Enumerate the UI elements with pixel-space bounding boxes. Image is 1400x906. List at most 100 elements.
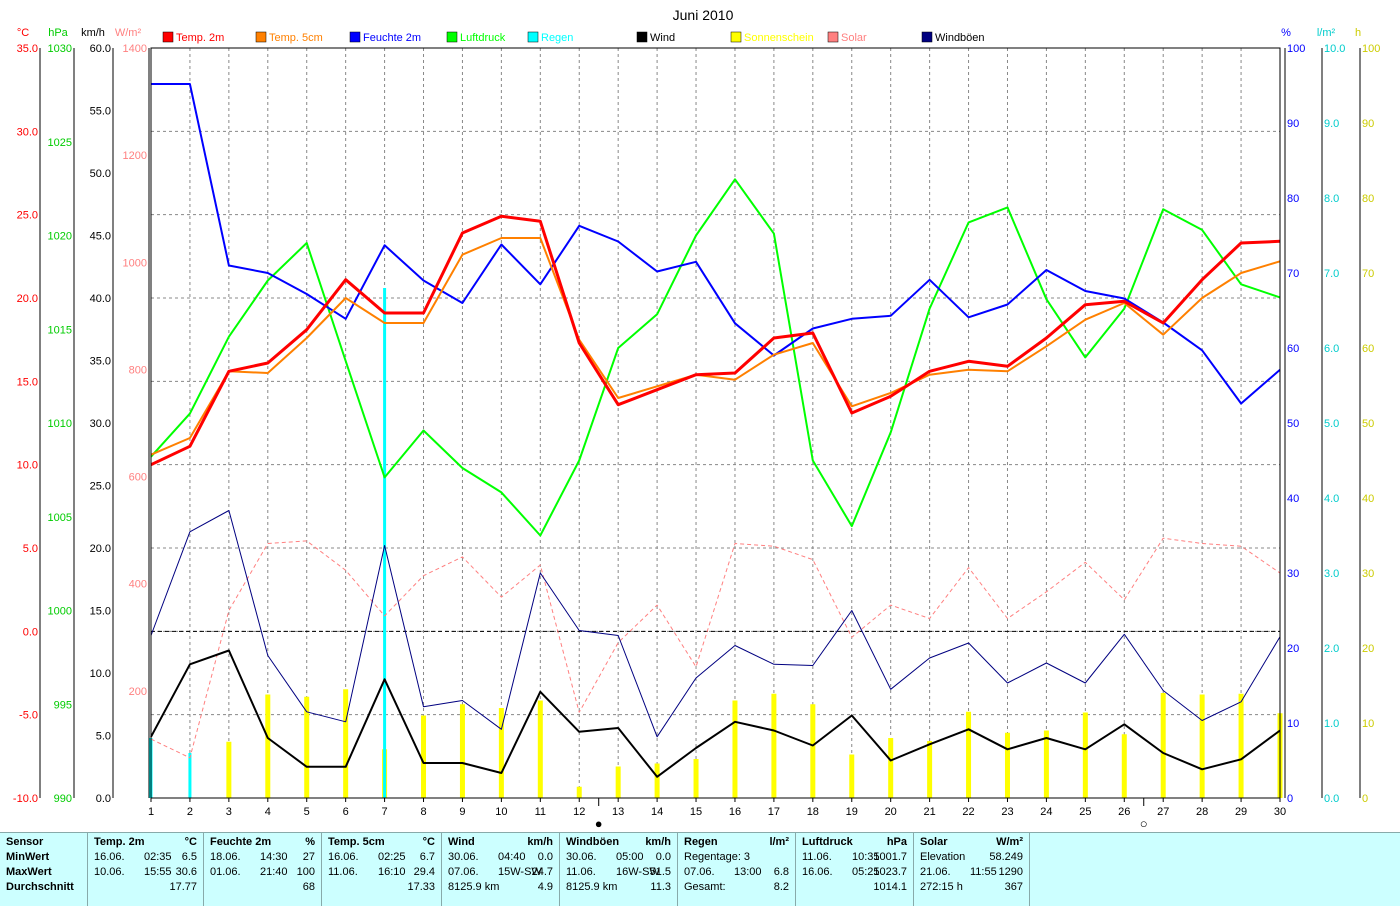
- stats-date: 16.06.: [328, 851, 359, 863]
- stats-date: 272:15 h: [920, 881, 963, 893]
- stats-time: 04:40: [498, 851, 526, 863]
- stats-time: 02:35: [144, 851, 172, 863]
- stats-column-header: Feuchte 2m%: [210, 835, 315, 850]
- axis-tick-label: 60: [1287, 343, 1299, 355]
- stats-value: 27: [302, 851, 315, 863]
- stats-time: 13:00: [734, 866, 762, 878]
- axis-tick-label: 100: [1362, 43, 1380, 55]
- stats-row-max: 21.06. 11:55 1290: [920, 865, 1023, 880]
- legend-swatch: [527, 31, 539, 43]
- stats-column-header: Regen l/m²: [684, 835, 789, 850]
- stats-date: Elevation: [920, 851, 966, 863]
- stats-value: 4.9: [537, 881, 553, 893]
- stats-time: 15W-SW: [498, 866, 542, 878]
- stats-date: Gesamt:: [684, 881, 726, 893]
- stats-panel: Sensor MinWert MaxWert Durchschnitt Temp…: [0, 832, 1400, 906]
- stats-row-avg: 272:15 h 367: [920, 880, 1023, 895]
- x-tick-label: 1: [148, 806, 154, 818]
- stats-column-header: Temp. 2m °C: [94, 835, 197, 850]
- chart-background: [0, 0, 1400, 832]
- stats-row-max: 01.06. 21:40 100: [210, 865, 315, 880]
- x-tick-label: 6: [343, 806, 349, 818]
- sunshine-bar: [265, 694, 271, 798]
- axis-tick-label: 20.0: [90, 543, 111, 555]
- stats-column-title: Feuchte 2m: [210, 836, 272, 848]
- stats-column-windb-en: Windböen km/h 30.06. 05:00 0.0 11.06. 16W-SW 51…: [560, 833, 678, 906]
- axis-tick-label: 10.0: [1324, 43, 1345, 55]
- stats-date: 16.06.: [802, 866, 833, 878]
- sunshine-bar: [654, 763, 660, 798]
- x-tick-label: 5: [304, 806, 310, 818]
- stats-labels-column: Sensor MinWert MaxWert Durchschnitt: [0, 833, 88, 906]
- stats-row-min: 11.06. 10:35 1001.7: [802, 850, 907, 865]
- legend-label: Temp. 2m: [176, 32, 224, 44]
- sunshine-bar: [1043, 730, 1049, 798]
- sunshine-bar: [537, 700, 543, 798]
- stats-value: 58.249: [989, 851, 1023, 863]
- stats-value: 100: [296, 866, 315, 878]
- axis-tick-label: 2.0: [1324, 643, 1339, 655]
- stats-value: 17.33: [407, 881, 435, 893]
- stats-date: 8125.9 km: [448, 881, 500, 893]
- stats-time: 21:40: [260, 866, 288, 878]
- stats-date: 11.06.: [328, 866, 358, 878]
- stats-value: 0.0: [537, 851, 553, 863]
- axis-tick-label: 1400: [123, 43, 147, 55]
- axis-tick-label: 40: [1362, 493, 1374, 505]
- stats-row-min: Elevation 58.249: [920, 850, 1023, 865]
- line-series: [150, 83, 1281, 778]
- axis-tick-label: 995: [54, 699, 72, 711]
- stats-row-avg: Gesamt: 8.2: [684, 880, 789, 895]
- axis-tick-label: 50: [1362, 418, 1374, 430]
- stats-value: 1023.7: [873, 866, 907, 878]
- axis-tick-label: 0: [1362, 793, 1368, 805]
- legend-label: Feuchte 2m: [363, 32, 421, 44]
- stats-row-max: 07.06. 15W-SW 24.7: [448, 865, 553, 880]
- stats-date: 10.06.: [94, 866, 125, 878]
- stats-date: 30.06.: [566, 851, 597, 863]
- stats-row-max: 11.06. 16:10 29.4: [328, 865, 435, 880]
- series-line-temp-2m: [150, 214, 1281, 467]
- plot-frame: [150, 47, 1281, 799]
- stats-value: 0.0: [655, 851, 671, 863]
- stats-row-min: 30.06. 05:00 0.0: [566, 850, 671, 865]
- stats-date: 11.06.: [566, 866, 596, 878]
- axis-tick-label: 15.0: [90, 606, 111, 618]
- x-tick-label: 13: [612, 806, 624, 818]
- axis-tick-label: 50.0: [90, 168, 111, 180]
- stats-time: 14:30: [260, 851, 288, 863]
- axis-tick-label: 1030: [48, 43, 72, 55]
- sunshine-bar: [1238, 693, 1244, 798]
- x-tick-label: 4: [265, 806, 271, 818]
- axis-tick-label: 600: [129, 472, 147, 484]
- axis-tick-label: 90: [1287, 118, 1299, 130]
- axis-tick-label: 30: [1287, 568, 1299, 580]
- x-tick-label: 11: [535, 806, 546, 818]
- axis-unit-label: %: [1281, 27, 1291, 39]
- axis-unit-label: h: [1355, 27, 1361, 39]
- axis-tick-label: 1000: [123, 257, 147, 269]
- stats-column-title: Wind: [448, 836, 475, 848]
- stats-row-avg: 68: [210, 880, 315, 895]
- axis-tick-label: 30.0: [90, 418, 111, 430]
- axis-tick-label: 1020: [48, 231, 72, 243]
- axis-tick-label: 9.0: [1324, 118, 1339, 130]
- stats-column-title: Windböen: [566, 836, 620, 848]
- stats-column-title: Temp. 5cm: [328, 836, 385, 848]
- legend-swatch: [827, 31, 839, 43]
- stats-row-min: 18.06. 14:30 27: [210, 850, 315, 865]
- sunshine-bar: [693, 759, 699, 798]
- axis-tick-label: 55.0: [90, 106, 111, 118]
- stats-date: 01.06.: [210, 866, 241, 878]
- stats-date: 07.06.: [684, 866, 715, 878]
- stats-value: 29.4: [413, 866, 435, 878]
- axis-tick-label: 0.0: [96, 793, 111, 805]
- axis-tick-label: 60: [1362, 343, 1374, 355]
- stats-value: 6.7: [419, 851, 435, 863]
- axis-tick-label: 3.0: [1324, 568, 1339, 580]
- legend-swatch: [636, 31, 648, 43]
- grid: [151, 48, 1280, 798]
- x-tick-label: 23: [1001, 806, 1013, 818]
- stats-date: 16.06.: [94, 851, 125, 863]
- legend-swatch: [446, 31, 458, 43]
